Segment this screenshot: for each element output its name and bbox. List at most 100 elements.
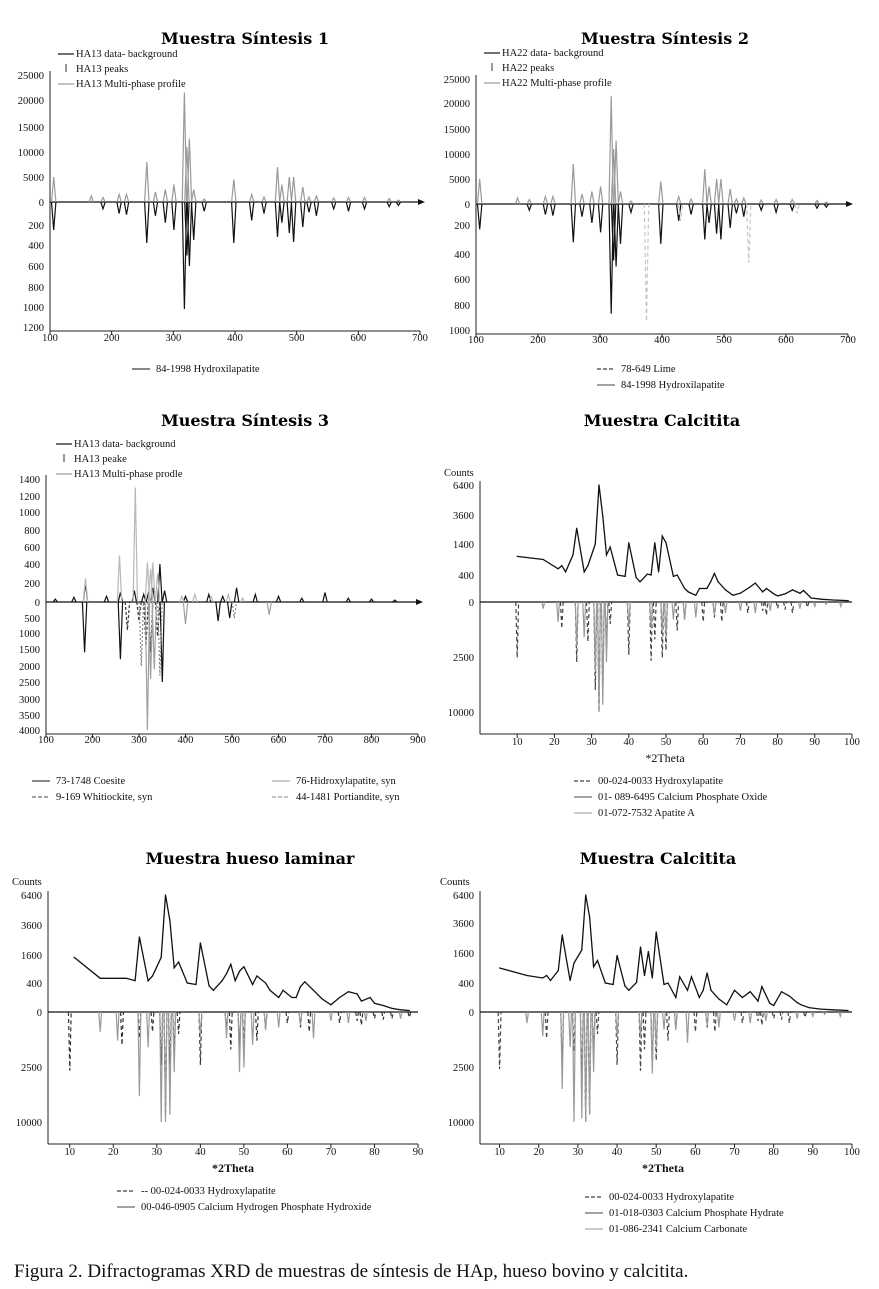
data-point xyxy=(799,592,801,594)
peak-mark xyxy=(706,203,712,223)
peak-mark xyxy=(789,203,795,213)
peak-mark xyxy=(355,1011,360,1021)
data-point xyxy=(321,998,323,1000)
data-point xyxy=(138,936,141,938)
data-point xyxy=(572,554,574,556)
series-3 xyxy=(541,601,843,713)
x-arrow-icon xyxy=(846,201,853,207)
x-tick-label: 200 xyxy=(85,735,101,746)
peak-mark xyxy=(810,1011,815,1019)
peak-mark xyxy=(702,168,708,205)
x-tick-label: 30 xyxy=(573,1147,584,1158)
peak-mark xyxy=(649,601,654,629)
peak-mark xyxy=(803,1011,807,1018)
peak-mark xyxy=(381,1011,386,1020)
peak-mark xyxy=(626,601,631,627)
peak-mark xyxy=(124,601,131,631)
y-tick-label: 1000 xyxy=(19,508,40,519)
data-point xyxy=(749,991,751,993)
series-1 xyxy=(476,95,829,205)
data-point xyxy=(408,1009,410,1012)
data-point xyxy=(679,976,681,978)
peak-mark xyxy=(688,203,694,215)
legend-entry: 01-018-0303 Calcium Phosphate Hydrate xyxy=(585,1208,784,1219)
peak-mark xyxy=(286,201,293,234)
data-point xyxy=(803,589,805,592)
peak-mark xyxy=(572,1011,576,1123)
series-3 xyxy=(525,1011,843,1123)
y-tick-label: 400 xyxy=(24,560,40,571)
y-tick-label: 10000 xyxy=(448,708,474,719)
peak-mark xyxy=(738,601,743,611)
data-point xyxy=(639,946,642,948)
data-point xyxy=(164,894,167,896)
data-point xyxy=(498,967,501,969)
peak-mark xyxy=(162,201,169,223)
chart-title: Muestra Síntesis 1 xyxy=(161,29,329,48)
peak-mark xyxy=(261,201,267,214)
peak-mark xyxy=(583,1011,588,1123)
x-tick-label: 500 xyxy=(716,335,732,346)
peak-mark xyxy=(322,592,328,603)
data-point xyxy=(125,977,127,979)
peak-mark xyxy=(226,601,233,619)
peak-mark xyxy=(152,201,159,216)
data-point xyxy=(698,996,700,999)
legend-label: 84-1998 Hydroxilapatite xyxy=(156,364,260,375)
peak-mark xyxy=(814,203,820,210)
peak-mark xyxy=(675,601,680,631)
legend-label: HA13 peake xyxy=(74,454,127,465)
y-tick-label: 10000 xyxy=(444,150,470,161)
peak-mark xyxy=(159,601,165,683)
peak-mark xyxy=(794,203,800,214)
x-tick-label: 10 xyxy=(494,1147,505,1158)
peak-mark xyxy=(386,201,392,208)
data-point xyxy=(592,966,595,968)
data-point xyxy=(765,587,768,590)
data-point xyxy=(762,591,764,593)
peak-mark xyxy=(361,196,368,203)
data-point xyxy=(663,983,665,986)
peak-mark xyxy=(298,1011,303,1028)
peak-mark xyxy=(662,1011,666,1030)
y-tick-label: 2500 xyxy=(453,653,474,664)
x-tick-label: 500 xyxy=(224,735,240,746)
x-tick-label: 100 xyxy=(844,737,860,748)
series-line xyxy=(517,484,849,602)
peak-mark xyxy=(741,196,747,205)
peak-mark xyxy=(693,1011,698,1032)
peak-mark xyxy=(652,601,657,640)
peak-mark xyxy=(285,1011,290,1024)
x-tick-label: 40 xyxy=(195,1147,206,1158)
x-tick-label: 400 xyxy=(227,333,243,344)
peak-mark xyxy=(151,601,158,670)
series-3 xyxy=(98,1011,403,1123)
peak-mark xyxy=(182,601,189,625)
data-point xyxy=(675,996,677,999)
data-point xyxy=(369,996,371,999)
peak-mark xyxy=(643,203,650,322)
peak-mark xyxy=(386,197,392,203)
peak-mark xyxy=(591,1011,596,1073)
legend-label: HA22 Multi-phase profile xyxy=(502,78,612,89)
chart-panel-3: Muestra Síntesis 31400120010008006004002… xyxy=(19,411,426,803)
peak-mark xyxy=(660,601,665,633)
x-tick-label: 500 xyxy=(289,333,305,344)
peak-mark xyxy=(593,601,598,672)
peak-mark xyxy=(544,1011,549,1039)
x-tick-label: 70 xyxy=(326,1147,337,1158)
x-tick-label: 90 xyxy=(808,1147,819,1158)
peak-mark xyxy=(675,203,682,221)
peak-mark xyxy=(556,601,561,622)
data-point xyxy=(569,979,571,982)
peak-mark xyxy=(753,601,758,614)
data-point xyxy=(636,981,638,983)
peak-mark xyxy=(88,194,95,203)
peak-mark xyxy=(693,601,698,618)
peak-mark xyxy=(732,1011,737,1021)
data-point xyxy=(542,558,544,561)
y-tick-label: 0 xyxy=(469,598,474,609)
peak-mark xyxy=(398,1011,403,1019)
data-point xyxy=(754,582,756,584)
peak-mark xyxy=(313,201,320,216)
